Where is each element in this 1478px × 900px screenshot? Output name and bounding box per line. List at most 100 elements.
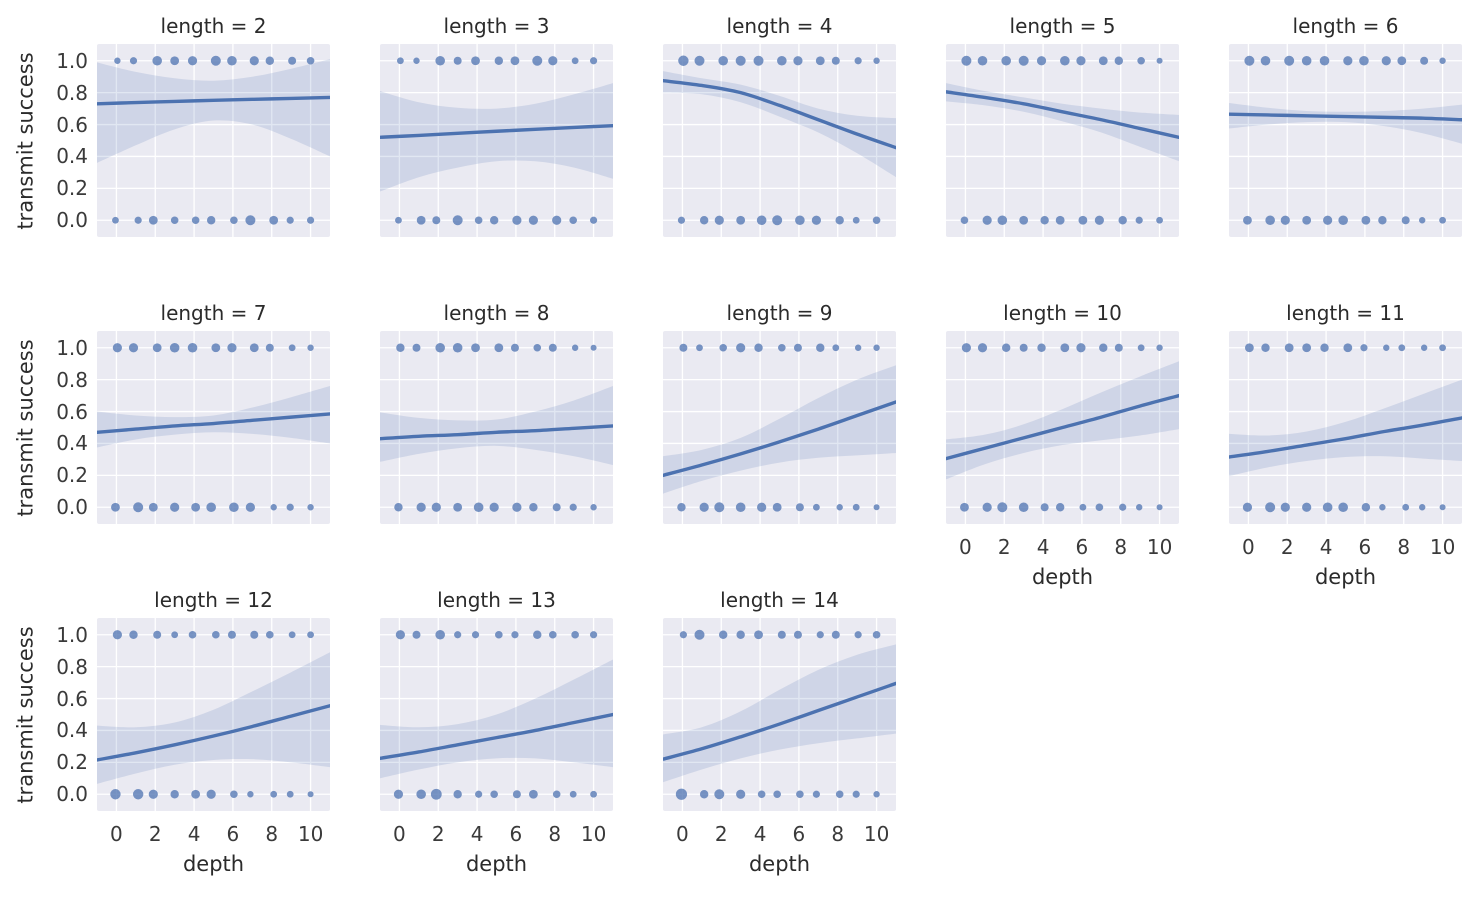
scatter-point — [1439, 504, 1446, 511]
scatter-point — [512, 790, 521, 799]
scatter-point — [1284, 55, 1295, 66]
scatter-point — [250, 630, 259, 639]
scatter-point — [854, 344, 862, 351]
x-tick-label: 10 — [1146, 535, 1173, 559]
scatter-point — [132, 789, 144, 800]
scatter-point — [873, 344, 880, 351]
scatter-point — [227, 343, 237, 353]
scatter-point — [114, 57, 121, 64]
y-tick-label: 0.2 — [56, 176, 88, 201]
x-tick-label: 4 — [753, 822, 767, 846]
confidence-band — [97, 652, 330, 784]
scatter-point — [413, 57, 420, 64]
scatter-point — [1302, 343, 1312, 353]
scatter-point — [1118, 216, 1127, 225]
scatter-point — [430, 788, 442, 800]
scatter-point — [1156, 504, 1163, 511]
scatter-point — [212, 630, 220, 639]
scatter-point — [416, 502, 426, 512]
regression-line — [663, 400, 896, 478]
scatter-point — [134, 216, 142, 224]
scatter-point — [852, 216, 860, 224]
scatter-point — [269, 215, 279, 225]
facet-panel: 1.0 0.8 0.6 0.4 0.2 0.0 transmit success — [13, 44, 330, 237]
scatter-point — [571, 344, 579, 351]
scatter-point — [678, 55, 689, 66]
scatter-point — [589, 216, 598, 224]
x-tick-label: 2 — [1280, 535, 1294, 559]
x-tick-label: 0 — [393, 822, 406, 846]
scatter-point — [265, 343, 274, 352]
facet-plot — [1229, 44, 1462, 237]
scatter-point — [982, 502, 992, 512]
scatter-point — [815, 56, 825, 66]
facet-panel: 0 2 4 6 8 10 depth — [1229, 331, 1462, 589]
facet-length-6: length = 6 — [1229, 8, 1462, 237]
x-tick-label: 6 — [226, 822, 240, 846]
y-tick-label: 0.6 — [56, 686, 88, 711]
y-tick-label: 0.6 — [56, 399, 88, 424]
scatter-point — [1381, 56, 1391, 66]
scatter-point — [453, 56, 462, 65]
scatter-point — [286, 216, 294, 224]
scatter-point — [1439, 57, 1446, 64]
facet-panel — [946, 44, 1179, 237]
scatter-point — [230, 790, 238, 799]
facet-plot — [663, 44, 896, 237]
regression-line — [97, 704, 330, 762]
facet-title: length = 6 — [1292, 14, 1399, 38]
x-tick-label: 0 — [110, 822, 123, 846]
scatter-point — [832, 344, 840, 352]
scatter-point — [286, 503, 294, 511]
facet-panel — [663, 331, 896, 524]
confidence-band — [97, 59, 330, 163]
x-axis-label: depth — [1314, 565, 1377, 589]
scatter-point — [1156, 344, 1163, 351]
facet-plot — [97, 44, 330, 237]
scatter-point — [854, 631, 862, 639]
scatter-point — [270, 790, 278, 798]
facet-title: length = 12 — [154, 588, 273, 612]
scatter-point — [230, 216, 238, 225]
scatter-point — [395, 630, 405, 640]
scatter-point — [169, 342, 180, 353]
scatter-point — [699, 216, 709, 225]
scatter-point — [494, 56, 504, 65]
scatter-point — [736, 343, 746, 353]
facet-length-5: length = 5 — [946, 8, 1179, 237]
confidence-band — [1229, 379, 1462, 477]
scatter-point — [571, 630, 579, 639]
facet-length-9: length = 9 — [663, 295, 896, 524]
scatter-point — [494, 343, 504, 353]
x-tick-label: 0 — [1242, 535, 1255, 559]
scatter-point — [1439, 344, 1446, 352]
scatter-point — [977, 343, 988, 353]
y-tick-label: 1.0 — [56, 48, 88, 73]
scatter-point — [452, 215, 463, 226]
scatter-point — [677, 216, 686, 224]
confidence-band — [946, 83, 1179, 162]
scatter-point — [171, 631, 179, 639]
scatter-point — [532, 55, 543, 66]
facet-panel: 1.0 0.8 0.6 0.4 0.2 0.0 transmit success — [13, 331, 330, 524]
facet-title: length = 4 — [726, 14, 833, 38]
scatter-point — [393, 789, 404, 799]
scatter-point — [1360, 344, 1368, 352]
scatter-point — [1055, 503, 1065, 512]
facet-title: length = 3 — [443, 14, 550, 38]
facet-length-3: length = 3 — [380, 8, 613, 237]
scatter-point — [1079, 503, 1087, 511]
scatter-point — [1098, 56, 1108, 66]
scatter-point — [1094, 215, 1104, 225]
scatter-point — [191, 789, 201, 799]
scatter-point — [431, 502, 441, 512]
scatter-point — [245, 502, 255, 512]
scatter-point — [1302, 502, 1312, 512]
scatter-point — [977, 55, 988, 66]
scatter-point — [1076, 56, 1086, 66]
scatter-point — [288, 344, 296, 352]
scatter-point — [961, 343, 971, 353]
scatter-point — [206, 216, 216, 225]
scatter-point — [699, 790, 709, 799]
scatter-point — [1078, 215, 1088, 225]
